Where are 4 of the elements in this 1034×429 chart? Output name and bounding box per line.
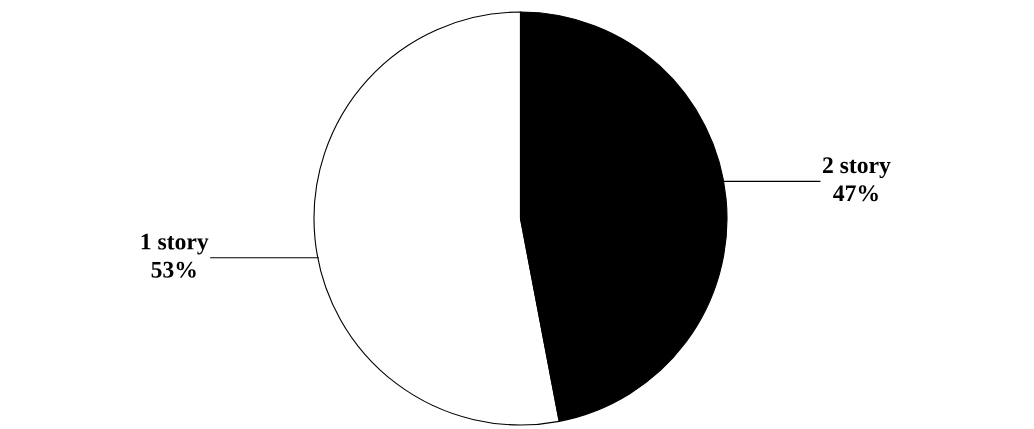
data-label: 53% — [151, 261, 196, 278]
slice-label: 2 story — [822, 157, 891, 179]
slice-label: 1 story — [141, 233, 209, 255]
data-label: 47% — [833, 185, 878, 202]
